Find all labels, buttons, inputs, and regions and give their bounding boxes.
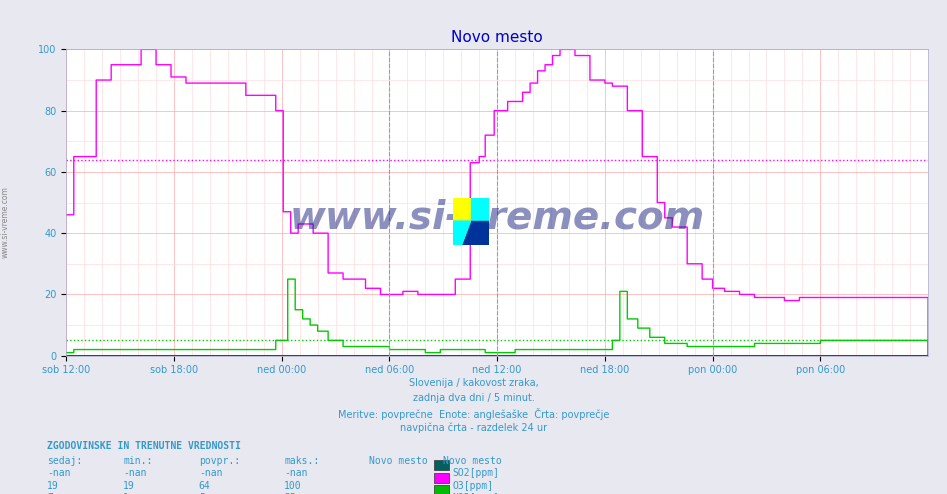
Bar (453, 198, 471, 221)
Polygon shape (453, 221, 471, 245)
Text: Slovenija / kakovost zraka,: Slovenija / kakovost zraka, (408, 378, 539, 388)
Text: 5: 5 (199, 493, 205, 494)
Text: min.:: min.: (123, 456, 152, 466)
Text: -nan: -nan (123, 468, 147, 478)
Text: 19: 19 (47, 481, 59, 491)
Text: -nan: -nan (47, 468, 71, 478)
Text: ZGODOVINSKE IN TRENUTNE VREDNOSTI: ZGODOVINSKE IN TRENUTNE VREDNOSTI (47, 441, 241, 451)
Text: -nan: -nan (284, 468, 308, 478)
Text: -nan: -nan (199, 468, 223, 478)
Text: 25: 25 (284, 493, 295, 494)
Text: 64: 64 (199, 481, 210, 491)
Text: navpična črta - razdelek 24 ur: navpična črta - razdelek 24 ur (400, 422, 547, 433)
Text: SO2[ppm]: SO2[ppm] (453, 468, 500, 478)
Text: 1: 1 (123, 493, 129, 494)
Text: O3[ppm]: O3[ppm] (453, 481, 493, 491)
Text: 19: 19 (123, 481, 134, 491)
Text: 7: 7 (47, 493, 53, 494)
Text: Novo mesto: Novo mesto (369, 456, 428, 466)
Text: sedaj:: sedaj: (47, 456, 82, 466)
Bar (434, 460, 449, 470)
Text: NO2[ppm]: NO2[ppm] (453, 493, 500, 494)
Title: Novo mesto: Novo mesto (452, 31, 543, 45)
Text: www.si-vreme.com: www.si-vreme.com (290, 199, 705, 237)
Text: Meritve: povprečne  Enote: anglešaške  Črta: povprečje: Meritve: povprečne Enote: anglešaške Črt… (338, 408, 609, 419)
Bar (434, 485, 449, 494)
Text: zadnja dva dni / 5 minut.: zadnja dva dni / 5 minut. (413, 393, 534, 403)
Text: Novo mesto: Novo mesto (443, 456, 502, 466)
Text: povpr.:: povpr.: (199, 456, 240, 466)
Bar (434, 473, 449, 483)
Bar (471, 198, 489, 221)
Text: maks.:: maks.: (284, 456, 319, 466)
Polygon shape (462, 221, 489, 245)
Text: www.si-vreme.com: www.si-vreme.com (0, 186, 9, 258)
Text: 100: 100 (284, 481, 302, 491)
